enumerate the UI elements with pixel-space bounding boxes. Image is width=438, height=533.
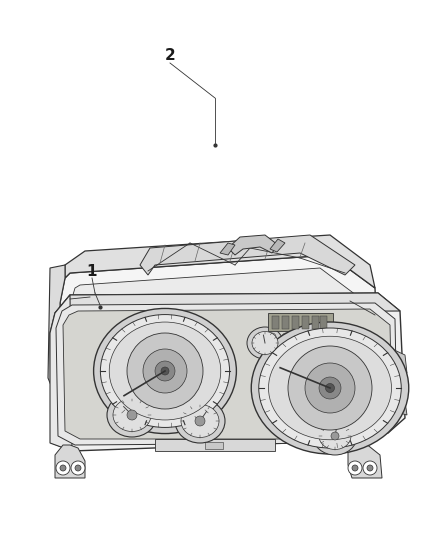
Circle shape: [56, 461, 70, 475]
Ellipse shape: [175, 399, 225, 443]
Ellipse shape: [268, 336, 392, 440]
Polygon shape: [50, 293, 405, 451]
Bar: [205, 442, 223, 449]
Circle shape: [296, 333, 304, 341]
Bar: [338, 333, 358, 348]
Polygon shape: [55, 445, 85, 478]
Circle shape: [127, 333, 203, 409]
Polygon shape: [390, 348, 407, 373]
Bar: [155, 439, 275, 451]
Ellipse shape: [313, 417, 357, 455]
Bar: [302, 316, 309, 329]
Circle shape: [288, 346, 372, 430]
Circle shape: [88, 429, 92, 433]
Circle shape: [333, 411, 337, 415]
Polygon shape: [63, 309, 392, 439]
Circle shape: [346, 411, 350, 415]
Ellipse shape: [109, 322, 221, 420]
Ellipse shape: [107, 393, 157, 437]
Circle shape: [367, 465, 373, 471]
Ellipse shape: [181, 405, 219, 438]
Text: 2: 2: [165, 47, 175, 62]
Bar: [320, 316, 327, 329]
Ellipse shape: [252, 332, 278, 354]
Ellipse shape: [100, 314, 230, 427]
Polygon shape: [68, 411, 95, 440]
Text: 1: 1: [87, 263, 97, 279]
Circle shape: [75, 465, 81, 471]
Circle shape: [60, 465, 66, 471]
Circle shape: [305, 363, 355, 413]
Bar: [312, 316, 319, 329]
Circle shape: [363, 461, 377, 475]
Bar: [272, 316, 279, 329]
Circle shape: [329, 408, 340, 418]
Polygon shape: [140, 235, 355, 275]
Circle shape: [391, 380, 401, 390]
Ellipse shape: [94, 309, 237, 433]
Circle shape: [76, 429, 80, 433]
Ellipse shape: [247, 327, 283, 359]
Polygon shape: [65, 235, 375, 288]
Bar: [268, 313, 333, 331]
Ellipse shape: [113, 399, 151, 432]
Polygon shape: [50, 295, 72, 451]
Ellipse shape: [319, 423, 351, 449]
Polygon shape: [362, 315, 380, 338]
Circle shape: [365, 323, 375, 333]
Circle shape: [85, 425, 95, 437]
Circle shape: [127, 410, 137, 420]
Polygon shape: [56, 303, 397, 445]
Polygon shape: [270, 239, 285, 252]
Polygon shape: [318, 393, 358, 423]
Circle shape: [73, 425, 84, 437]
Circle shape: [352, 465, 358, 471]
Circle shape: [195, 416, 205, 426]
Polygon shape: [60, 255, 378, 413]
Polygon shape: [48, 265, 65, 413]
Circle shape: [161, 367, 169, 375]
Circle shape: [71, 461, 85, 475]
Circle shape: [268, 333, 276, 341]
Circle shape: [325, 384, 335, 392]
Ellipse shape: [251, 322, 409, 454]
Bar: [282, 316, 289, 329]
Polygon shape: [390, 395, 407, 415]
Circle shape: [282, 333, 290, 341]
Circle shape: [143, 349, 187, 393]
Polygon shape: [228, 235, 278, 255]
Polygon shape: [70, 268, 362, 407]
Ellipse shape: [259, 328, 401, 448]
Polygon shape: [220, 243, 235, 255]
Circle shape: [343, 408, 353, 418]
Circle shape: [155, 361, 175, 381]
Bar: [292, 316, 299, 329]
Polygon shape: [55, 293, 400, 313]
Circle shape: [319, 377, 341, 399]
Polygon shape: [364, 338, 380, 358]
Circle shape: [331, 432, 339, 440]
Polygon shape: [390, 373, 407, 395]
Polygon shape: [348, 441, 382, 478]
Circle shape: [311, 333, 319, 341]
Circle shape: [348, 461, 362, 475]
